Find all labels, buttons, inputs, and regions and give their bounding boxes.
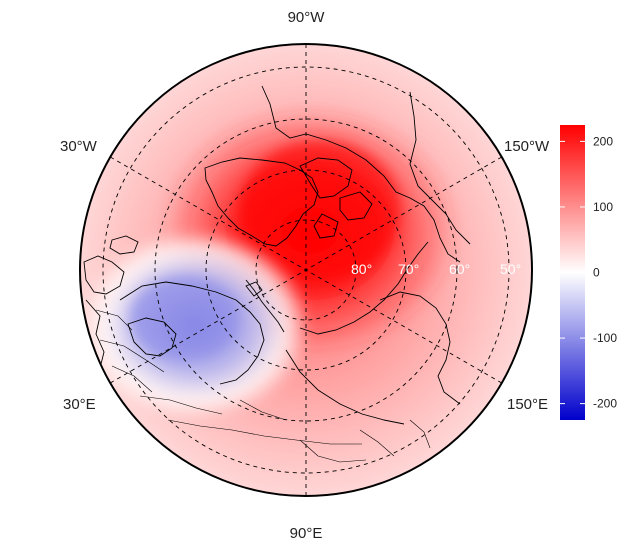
longitude-label-lower-right: 150°E	[507, 396, 548, 413]
coastline-alaska	[379, 291, 461, 405]
coastline-north-america	[261, 85, 461, 263]
country-borders	[95, 309, 362, 445]
coastline-siberia-south	[285, 349, 405, 425]
coastline-siberia	[299, 241, 429, 335]
colorbar-ticks: 200 100 0 -100 -200	[560, 134, 617, 411]
latitude-label-70: 70°	[398, 261, 419, 277]
country-borders-asia	[299, 419, 431, 463]
latitude-circle-70	[205, 169, 407, 371]
coastline-novaya-zemlya	[245, 279, 285, 333]
coastline-canadian-archipelago	[299, 157, 373, 239]
latitude-label-80: 80°	[351, 261, 372, 277]
coastline-iceland	[109, 235, 139, 255]
coastline-scandinavia	[119, 281, 265, 385]
latitude-label-50: 50°	[500, 261, 521, 277]
latitude-label-60: 60°	[449, 261, 470, 277]
colorbar-tick-label: 200	[593, 134, 613, 148]
coastline-baltic	[127, 317, 177, 357]
longitude-label-top: 90°W	[288, 9, 326, 26]
coastlines	[83, 85, 471, 463]
field-core-maximum	[240, 140, 400, 280]
longitude-label-upper-right: 150°W	[504, 138, 550, 155]
coastline-north-america-east	[409, 91, 471, 245]
coastline-greenland	[204, 157, 319, 247]
map-boundary	[79, 43, 533, 497]
latitude-circle-50	[102, 66, 510, 474]
graticule	[102, 44, 510, 496]
colorbar-tick-label: -200	[593, 397, 617, 411]
latitude-circle-60	[154, 118, 458, 422]
colorbar: 200 100 0 -100 -200	[560, 125, 617, 420]
latitude-labels: 80° 70° 60° 50°	[351, 261, 521, 277]
field-negative-core	[130, 276, 240, 360]
longitude-label-bottom: 90°E	[290, 525, 323, 542]
coastline-svalbard	[245, 281, 263, 297]
longitude-label-lower-left: 30°E	[63, 396, 96, 413]
longitude-label-upper-left: 30°W	[60, 138, 98, 155]
meridian-150w-30e	[110, 156, 502, 384]
colorbar-tick-label: -100	[593, 331, 617, 345]
colorbar-tick-label: 100	[593, 200, 613, 214]
longitude-labels: 90°W 90°E 30°W 30°E 150°W 150°E	[60, 9, 550, 542]
colorbar-tick-label: 0	[593, 266, 600, 280]
